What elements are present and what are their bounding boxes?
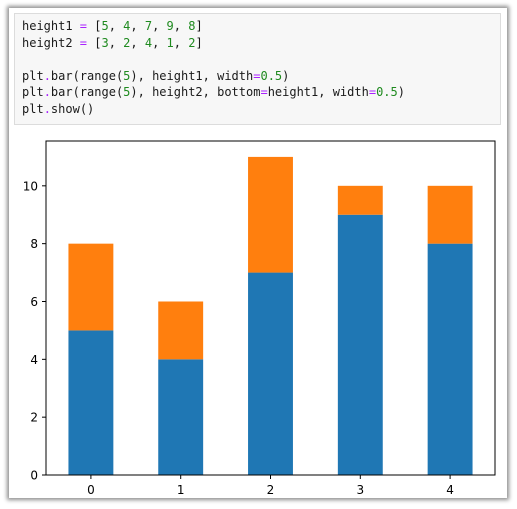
y-tick-label: 10: [23, 179, 38, 193]
code-token: [: [87, 35, 102, 50]
code-token: plt: [22, 85, 44, 99]
x-tick-label: 3: [356, 483, 364, 497]
code-token: 4: [144, 35, 153, 50]
code-token: 5: [101, 19, 109, 33]
code-token: =: [253, 68, 261, 83]
x-tick-label: 1: [177, 483, 185, 497]
code-token: show(): [50, 101, 95, 116]
bar-series-1-0: [68, 243, 114, 331]
y-tick-label: 8: [30, 237, 38, 251]
code-token: .: [43, 101, 51, 116]
output-area: 0 2 4 6 8 10 0 1 2 3 4: [9, 126, 507, 498]
x-tick-label: 0: [87, 483, 95, 497]
code-token: 0.5: [376, 85, 398, 99]
code-editor[interactable]: height1 = [5, 4, 7, 9, 8] height2 = [3, …: [22, 18, 405, 117]
bar-series-0-0: [68, 330, 114, 475]
y-tick-label: 0: [30, 469, 38, 483]
bar-series-0-1: [158, 359, 204, 475]
code-token: 9: [166, 19, 174, 33]
code-token: bar(range(: [50, 85, 124, 99]
code-line: height2 = [3, 2, 4, 1, 2]: [22, 36, 203, 50]
code-token: .: [43, 68, 51, 83]
bar-series-1-2: [248, 156, 293, 273]
code-token: ]: [195, 19, 203, 33]
notebook-window: height1 = [5, 4, 7, 9, 8] height2 = [3, …: [9, 8, 507, 498]
code-cell[interactable]: height1 = [5, 4, 7, 9, 8] height2 = [3, …: [14, 13, 501, 125]
bar-series-1-1: [158, 301, 204, 360]
code-token: 5: [123, 85, 131, 99]
bar-series-0-2: [248, 272, 293, 475]
code-token: ,: [108, 35, 124, 50]
y-tick-label: 4: [30, 353, 38, 367]
code-token: =: [79, 19, 88, 33]
code-token: ), height2, bottom: [130, 85, 261, 99]
code-token: =: [368, 85, 377, 99]
code-token: ,: [130, 19, 145, 33]
code-token: height1, width: [267, 85, 369, 99]
code-token: 2: [123, 35, 131, 50]
bar-series-1-3: [337, 185, 383, 215]
code-token: ), height1, width: [130, 68, 254, 83]
bar-series-0-4: [427, 243, 473, 475]
code-line: plt.bar(range(5), height2, bottom=height…: [22, 85, 405, 99]
code-token: ,: [108, 19, 124, 33]
code-token: height2: [22, 35, 80, 50]
code-token: ): [282, 68, 290, 83]
y-tick-label: 6: [30, 295, 38, 309]
code-token: 7: [144, 19, 153, 33]
x-tick-label: 2: [267, 483, 275, 497]
bar-series-1-4: [427, 185, 473, 244]
code-token: 8: [188, 19, 196, 33]
code-token: ,: [130, 35, 145, 50]
code-token: plt: [22, 68, 44, 83]
code-token: .: [43, 85, 51, 99]
code-token: ,: [152, 35, 167, 50]
code-token: 5: [123, 68, 131, 83]
code-token: bar(range(: [50, 68, 124, 83]
y-tick-label: 2: [30, 411, 38, 425]
code-line: plt.show(): [22, 102, 94, 116]
code-token: =: [260, 85, 268, 99]
code-line: height1 = [5, 4, 7, 9, 8]: [22, 19, 203, 33]
code-token: 1: [166, 35, 174, 50]
code-token: ,: [173, 19, 189, 33]
code-token: =: [79, 35, 88, 50]
code-token: ,: [152, 19, 167, 33]
code-token: 2: [188, 35, 196, 50]
bar-series-0-3: [337, 214, 383, 475]
code-token: ,: [173, 35, 189, 50]
code-token: plt: [22, 101, 44, 116]
code-token: height1: [22, 19, 80, 33]
code-token: 0.5: [260, 68, 283, 83]
code-token: [: [87, 19, 102, 33]
code-line: plt.bar(range(5), height1, width=0.5): [22, 69, 289, 83]
bar-chart: 0 2 4 6 8 10 0 1 2 3 4: [23, 140, 496, 497]
code-token: ]: [195, 35, 203, 50]
code-token: 3: [101, 35, 109, 50]
code-token: ): [397, 85, 405, 99]
code-token: 4: [123, 19, 131, 33]
x-tick-label: 4: [446, 483, 454, 497]
